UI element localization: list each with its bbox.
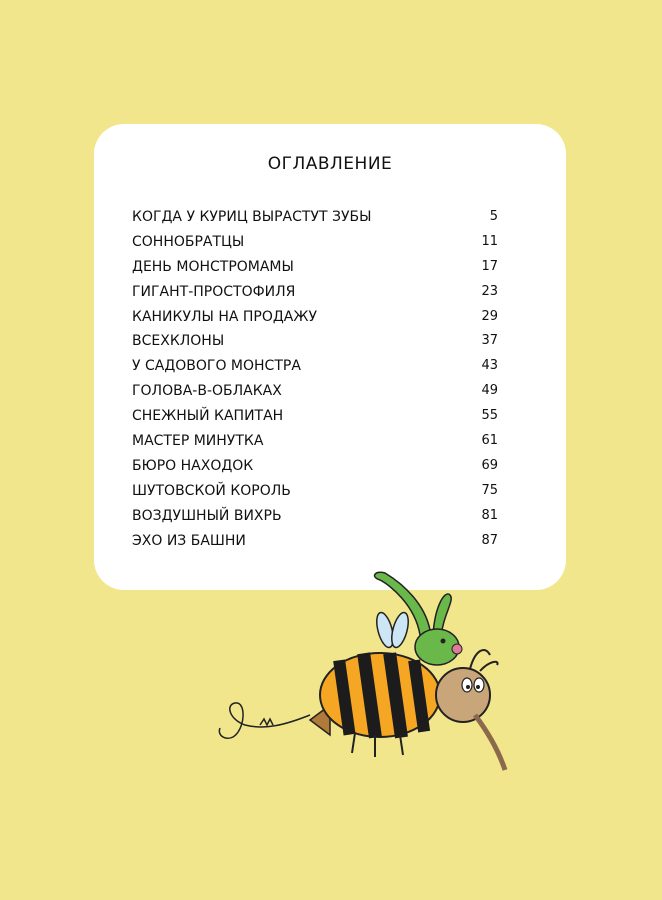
toc-entry: ШУТОВСКОЙ КОРОЛЬ 75 bbox=[132, 481, 498, 506]
toc-entry-page: 87 bbox=[481, 532, 498, 548]
toc-entry-title: ВСЕХКЛОНЫ bbox=[132, 333, 225, 350]
bee-illustration bbox=[218, 571, 508, 771]
toc-entry-title: ЭХО ИЗ БАШНИ bbox=[132, 532, 246, 549]
toc-entry-title: ВОЗДУШНЫЙ ВИХРЬ bbox=[132, 507, 282, 524]
toc-entry-page: 69 bbox=[481, 457, 498, 473]
bee-head bbox=[435, 667, 491, 723]
toc-entry: СОННОБРАТЦЫ 11 bbox=[132, 232, 498, 257]
toc-entry-title: ШУТОВСКОЙ КОРОЛЬ bbox=[132, 482, 291, 499]
toc-card: ОГЛАВЛЕНИЕ КОГДА У КУРИЦ ВЫРАСТУТ ЗУБЫ 5 С… bbox=[94, 124, 566, 590]
toc-list: КОГДА У КУРИЦ ВЫРАСТУТ ЗУБЫ 5 СОННОБРАТЦЫ 1… bbox=[132, 207, 498, 555]
toc-entry-title: КОГДА У КУРИЦ ВЫРАСТУТ ЗУБЫ bbox=[132, 209, 372, 225]
toc-entry: ВОЗДУШНЫЙ ВИХРЬ 81 bbox=[132, 506, 498, 531]
toc-entry: СНЕЖНЫЙ КАПИТАН 55 bbox=[132, 406, 498, 431]
toc-entry: ГИГАНТ-ПРОСТОФИЛЯ 23 bbox=[132, 282, 498, 307]
toc-entry: ГОЛОВА-В-ОБЛАКАХ 49 bbox=[132, 381, 498, 406]
toc-entry-title: ГОЛОВА-В-ОБЛАКАХ bbox=[132, 383, 282, 400]
toc-entry-page: 43 bbox=[481, 358, 498, 374]
toc-entry: БЮРО НАХОДОК 69 bbox=[132, 456, 498, 481]
toc-entry-page: 75 bbox=[481, 482, 498, 498]
toc-entry-title: ДЕНЬ МОНСТРОМАМЫ bbox=[132, 258, 294, 275]
toc-entry-title: МАСТЕР МИНУТКА bbox=[132, 433, 264, 450]
toc-entry: ДЕНЬ МОНСТРОМАМЫ 17 bbox=[132, 257, 498, 282]
toc-entry-page: 81 bbox=[481, 507, 498, 523]
toc-entry-page: 17 bbox=[481, 258, 498, 274]
toc-entry-page: 11 bbox=[481, 233, 498, 249]
toc-entry: ВСЕХКЛОНЫ 37 bbox=[132, 331, 498, 356]
toc-entry-page: 5 bbox=[489, 209, 498, 224]
toc-entry-title: У САДОВОГО МОНСТРА bbox=[132, 358, 301, 375]
flight-trail bbox=[218, 702, 311, 740]
toc-entry: КАНИКУЛЫ НА ПРОДАЖУ 29 bbox=[132, 307, 498, 332]
toc-entry: КОГДА У КУРИЦ ВЫРАСТУТ ЗУБЫ 5 bbox=[132, 207, 498, 232]
toc-title: ОГЛАВЛЕНИЕ bbox=[267, 154, 393, 174]
toc-entry-title: КАНИКУЛЫ НА ПРОДАЖУ bbox=[132, 308, 317, 325]
toc-entry: ЭХО ИЗ БАШНИ 87 bbox=[132, 531, 498, 556]
toc-entry: МАСТЕР МИНУТКА 61 bbox=[132, 431, 498, 456]
toc-entry-page: 55 bbox=[481, 408, 498, 424]
toc-entry-page: 29 bbox=[481, 308, 498, 324]
toc-entry-page: 49 bbox=[481, 383, 498, 399]
toc-entry-page: 23 bbox=[481, 283, 498, 299]
toc-entry: У САДОВОГО МОНСТРА 43 bbox=[132, 356, 498, 381]
toc-entry-title: СНЕЖНЫЙ КАПИТАН bbox=[132, 408, 284, 425]
toc-entry-page: 61 bbox=[481, 433, 498, 449]
toc-entry-title: БЮРО НАХОДОК bbox=[132, 457, 254, 474]
toc-entry-page: 37 bbox=[481, 333, 498, 349]
toc-entry-title: ГИГАНТ-ПРОСТОФИЛЯ bbox=[132, 283, 296, 300]
toc-entry-title: СОННОБРАТЦЫ bbox=[132, 233, 245, 250]
